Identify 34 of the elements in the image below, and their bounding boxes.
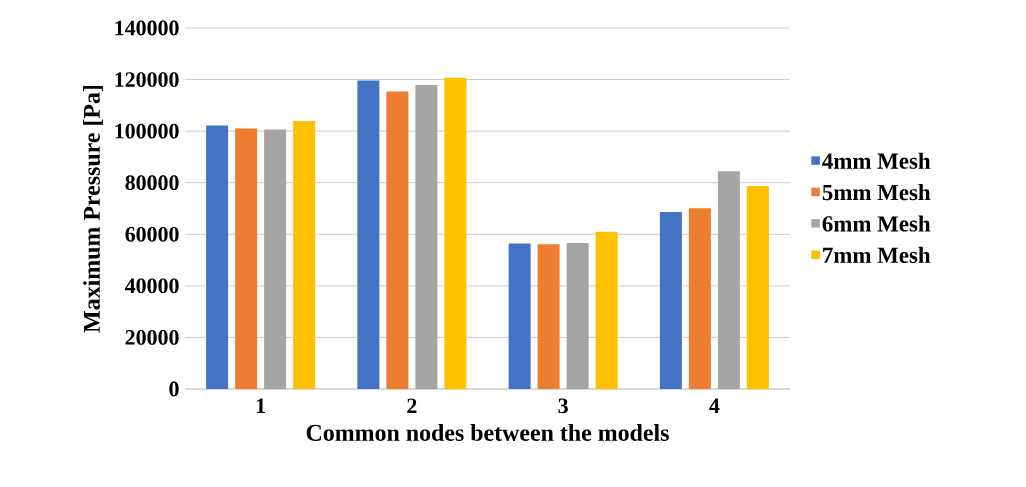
y-tick-label: 40000	[124, 278, 179, 294]
y-tick-label: 0	[169, 381, 179, 397]
x-tick-label: 2	[407, 398, 417, 414]
y-tick-label: 120000	[115, 72, 179, 87]
y-tick-label: 20000	[125, 330, 179, 345]
bar	[508, 243, 531, 389]
y-axis-title: Maximum Pressure [Pa]	[83, 85, 103, 333]
x-tick-label: 3	[558, 398, 568, 414]
bar	[688, 208, 711, 389]
bar	[235, 128, 258, 389]
x-tick-label: 1	[256, 398, 265, 413]
bar	[566, 243, 589, 389]
bar	[537, 244, 560, 389]
legend-label: 7mm Mesh	[823, 246, 931, 263]
bar	[357, 80, 380, 389]
bar	[444, 77, 467, 389]
y-tick-label: 60000	[125, 226, 179, 242]
bar	[293, 121, 316, 389]
bar	[415, 84, 438, 389]
legend-label: 4mm Mesh	[822, 152, 931, 169]
bar	[595, 231, 618, 389]
y-tick-label: 140000	[115, 20, 179, 36]
bar	[746, 186, 769, 389]
legend-label: 6mm Mesh	[822, 215, 931, 232]
x-axis-title: Common nodes between the models	[306, 424, 669, 441]
legend-label: 5mm Mesh	[822, 184, 931, 201]
bar	[206, 125, 229, 389]
y-tick-label: 80000	[125, 175, 179, 191]
bar	[386, 91, 409, 389]
bar	[264, 129, 287, 389]
bar	[659, 212, 682, 389]
bar	[717, 171, 740, 389]
y-tick-label: 100000	[115, 123, 179, 139]
x-tick-label: 4	[709, 398, 720, 413]
